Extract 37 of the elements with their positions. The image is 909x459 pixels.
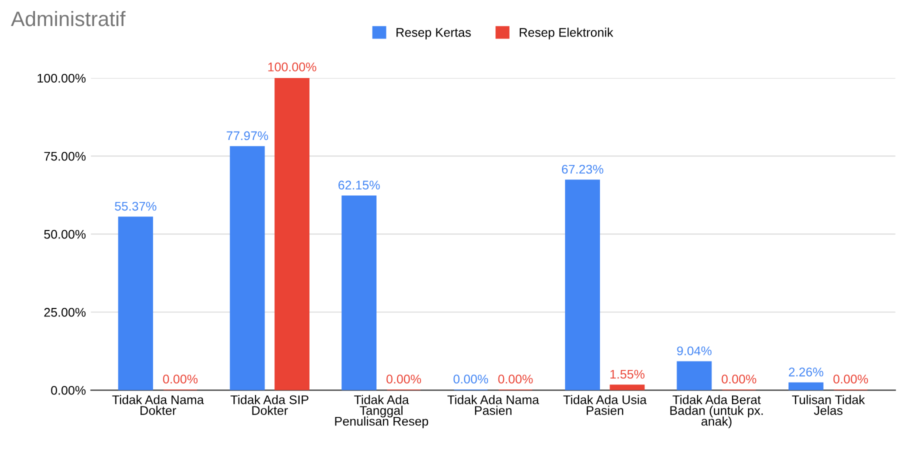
bar xyxy=(118,216,154,390)
data-label: 9.04% xyxy=(677,346,712,356)
data-label: 0.00% xyxy=(454,374,488,384)
bar xyxy=(565,180,600,390)
data-label: 2.26% xyxy=(788,368,824,376)
chart-title: Administratif xyxy=(10,10,126,26)
legend-label: Resep Elektronik xyxy=(520,28,614,40)
data-label: 0.00% xyxy=(722,374,756,384)
data-label: 77.97% xyxy=(226,131,268,140)
y-tick-label: 0.00% xyxy=(51,386,86,395)
data-label: 55.37% xyxy=(114,202,156,211)
bar xyxy=(676,361,712,390)
bar xyxy=(610,384,645,390)
x-tick-label: Tulisan Tidak Jelas xyxy=(792,395,865,415)
x-tick-label: Tidak Ada SIP Dokter xyxy=(230,395,308,415)
legend-label: Resep Kertas xyxy=(396,28,471,40)
y-tick-label: 100.00% xyxy=(38,74,86,83)
x-tick-label: Tidak Ada Nama Pasien xyxy=(447,395,540,415)
data-label: 0.00% xyxy=(163,374,198,384)
bar xyxy=(230,146,265,390)
data-label: 100.00% xyxy=(268,62,316,72)
x-tick-label: Tidak Ada Usia Pasien xyxy=(563,395,647,415)
bar xyxy=(342,195,377,390)
data-label: 0.00% xyxy=(833,374,868,384)
bar xyxy=(788,382,824,390)
data-label: 1.55% xyxy=(610,370,644,379)
x-tick-label: Tidak Ada Berat Badan (untuk px. anak) xyxy=(670,395,763,428)
data-label: 62.15% xyxy=(338,180,380,190)
x-tick-label: Tidak Ada Tanggal Penulisan Resep xyxy=(335,395,428,428)
y-tick-label: 50.00% xyxy=(44,230,86,239)
x-tick-label: Tidak Ada Nama Dokter xyxy=(112,395,204,415)
y-tick-label: 25.00% xyxy=(44,308,86,317)
data-label: 0.00% xyxy=(498,374,533,384)
y-tick-label: 75.00% xyxy=(44,152,86,161)
data-label: 0.00% xyxy=(386,374,422,384)
data-label: 67.23% xyxy=(562,164,604,174)
bar xyxy=(274,78,310,390)
